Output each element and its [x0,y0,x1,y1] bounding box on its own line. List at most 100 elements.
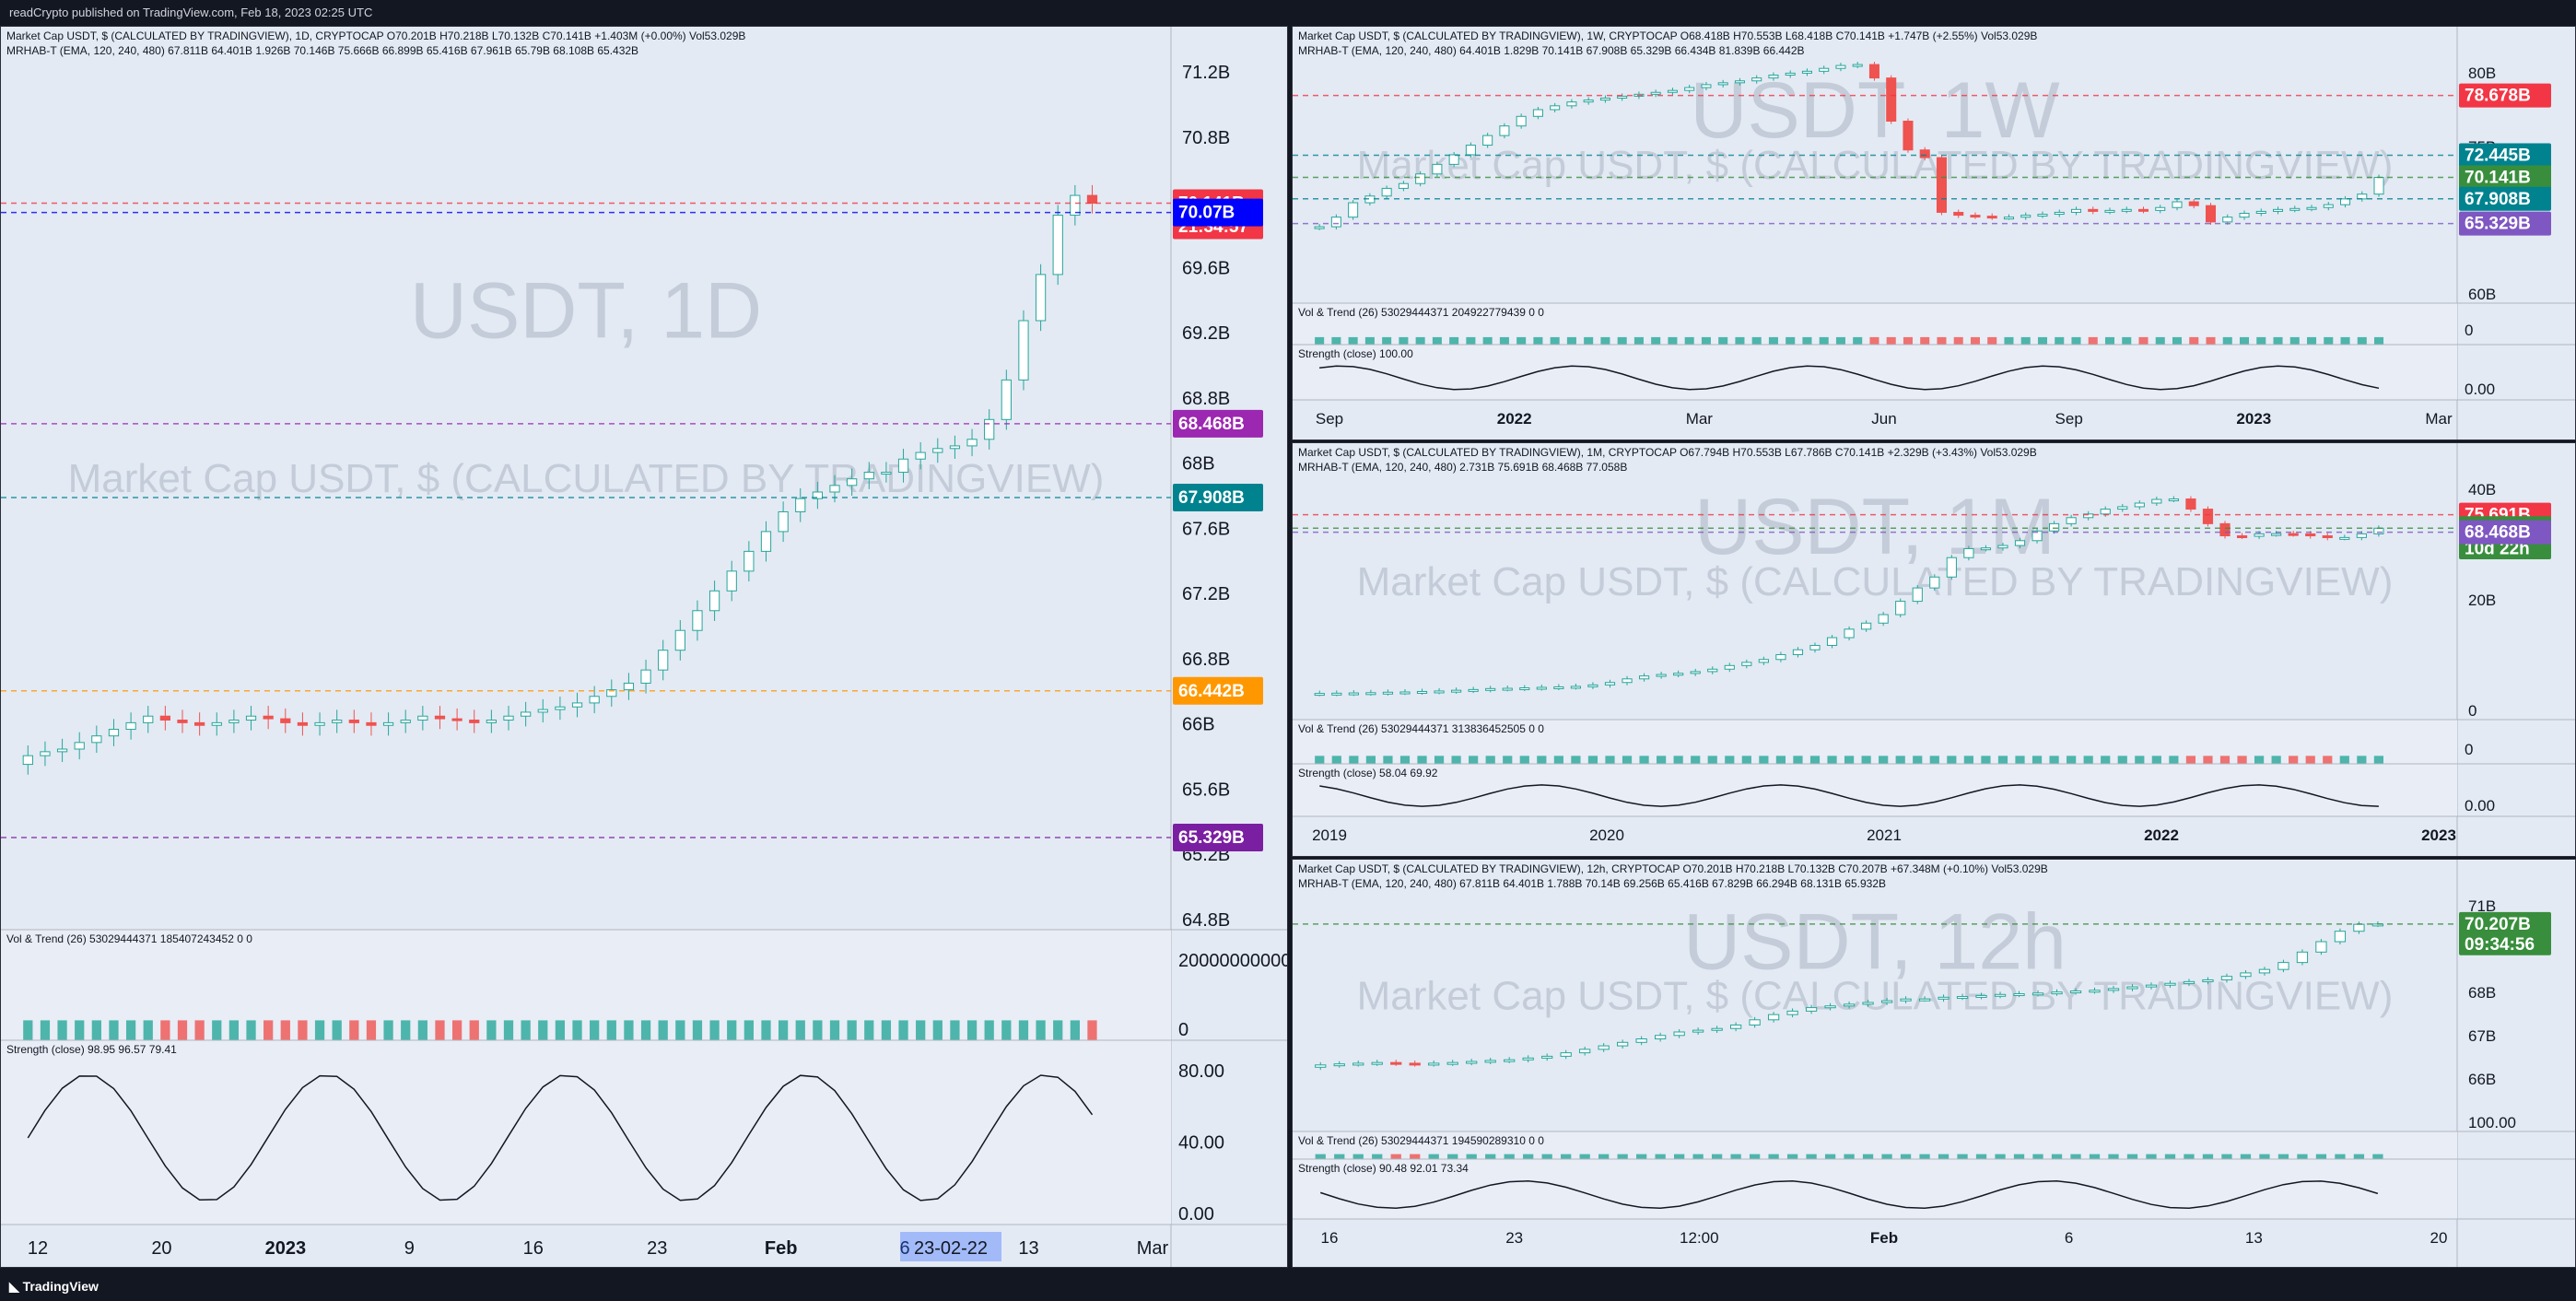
candle-body [2172,201,2183,208]
strength-legend: Strength (close) 100.00 [1298,347,1413,360]
candle-body [2202,979,2214,982]
volume-bar [675,1020,685,1040]
volume-bar [2151,756,2161,764]
price-tick-label: 100.00 [2468,1114,2516,1131]
candle-body [2205,205,2217,223]
candle-body [2137,208,2149,212]
volume-bar [1639,756,1649,764]
strength-tick-label: 80.00 [1178,1061,1224,1082]
time-tick-label: Sep [2055,410,2083,428]
candle-body [2288,533,2299,536]
candle-body [2271,533,2282,536]
candle-body [1801,70,1812,74]
candle-body [1900,998,1912,1002]
volume-bar [624,1020,634,1040]
candle-body [1550,105,1561,111]
candle-body [1390,1061,1402,1065]
volume-bar [1987,336,1997,345]
volume-bar [1600,336,1610,345]
time-tick-label: 6 [900,1238,910,1259]
chart-svg-1d: USDT, 1D Market Cap USDT, $ (CALCULATED B… [1,27,1287,1267]
candle-body [2121,208,2132,212]
price-tag [2459,143,2551,168]
volume-bar [1853,336,1863,345]
strength-legend: Strength (close) 90.48 92.01 73.34 [1298,1162,1469,1175]
candle-body [1936,157,1947,213]
candle-body [932,448,943,453]
volume-bar [1768,336,1778,345]
chart-pane-1d[interactable]: USDT, 1D Market Cap USDT, $ (CALCULATED B… [0,26,1288,1268]
chart-pane-1m[interactable]: USDT, 1M Market Cap USDT, $ (CALCULATED B… [1292,442,2576,857]
volume-bar [1579,1154,1590,1159]
volume-bar [2315,1154,2327,1159]
volume-bar [1881,1154,1892,1159]
volume-bar [2202,1154,2214,1159]
volume-bar [2297,1154,2308,1159]
candle-body [1994,993,2007,997]
volume-bar [1315,756,1325,764]
volume-bar [2138,336,2149,345]
volume-bar [1584,336,1594,345]
candle-body [177,720,188,723]
candle-body [2020,215,2032,218]
candle-body [1599,98,1610,101]
candle-body [795,498,806,512]
candle-body [1767,1014,1780,1021]
candle-body [1938,996,1950,1000]
volume-bar [2146,1154,2157,1159]
volume-bar [2254,756,2265,764]
volume-bar [109,1020,119,1040]
volume-bar [1349,756,1359,764]
candle-body [1448,154,1459,165]
legend-ohlc: Market Cap USDT, $ (CALCULATED BY TRADIN… [1298,446,2037,459]
volume-bar [212,1020,222,1040]
volume-bar [1749,1154,1761,1159]
volume-bar [1001,1020,1012,1040]
volume-legend: Vol & Trend (26) 53029444371 31383645250… [1298,722,1544,735]
time-tick-label: 2023 [265,1238,307,1259]
volume-bar [1895,756,1905,764]
volume-bar [1053,1020,1063,1040]
volume-bar [1533,336,1543,345]
price-tag [1173,824,1263,852]
candle-body [1604,682,1616,686]
candle-body [2104,209,2115,213]
chart-pane-1w[interactable]: USDT, 1W Market Cap USDT, $ (CALCULATED B… [1292,26,2576,440]
price-tag-label: 66.442B [1178,682,1245,701]
time-tick-label: Jun [1871,410,1896,428]
candle-body [2151,498,2162,504]
tradingview-logo[interactable]: ◣ TradingView [9,1272,99,1301]
time-tick-label: 13 [2245,1229,2263,1247]
candle-body [1348,202,1359,218]
volume-bar [1886,336,1896,345]
volume-bar [1415,336,1425,345]
volume-bar [932,1020,943,1040]
volume-bar [298,1020,308,1040]
volume-bar [246,1020,256,1040]
volume-bar [966,1020,978,1040]
volume-bar [91,1020,101,1040]
volume-bar [2277,1154,2289,1159]
strength-pane-bg [1293,1159,2457,1219]
volume-bar [795,1020,805,1040]
price-tick-label: 66.8B [1182,650,1230,670]
candle-body [881,472,892,475]
volume-bar [2222,336,2232,345]
volume-bar [1947,756,1957,764]
candle-body [1428,1062,1440,1066]
candle-body [2164,982,2176,986]
chart-pane-12h[interactable]: USDT, 12h Market Cap USDT, $ (CALCULATED … [1292,859,2576,1268]
volume-bar [314,1020,325,1040]
crosshair-date-label: 23-02-22 [914,1238,988,1259]
legend-ohlc: Market Cap USDT, $ (CALCULATED BY TRADIN… [1298,862,2048,875]
time-tick-label: Sep [1316,410,1343,428]
legend-indicator: MRHAB-T (EMA, 120, 240, 480) 67.811B 64.… [6,44,638,57]
volume-bar [1963,756,1973,764]
volume-bar [469,1020,479,1040]
candle-body [640,669,651,684]
volume-bar [1673,1154,1685,1159]
candle-body [451,718,463,721]
candle-body [1381,187,1392,197]
volume-bar [1701,336,1711,345]
volume-bar [1070,1020,1080,1040]
